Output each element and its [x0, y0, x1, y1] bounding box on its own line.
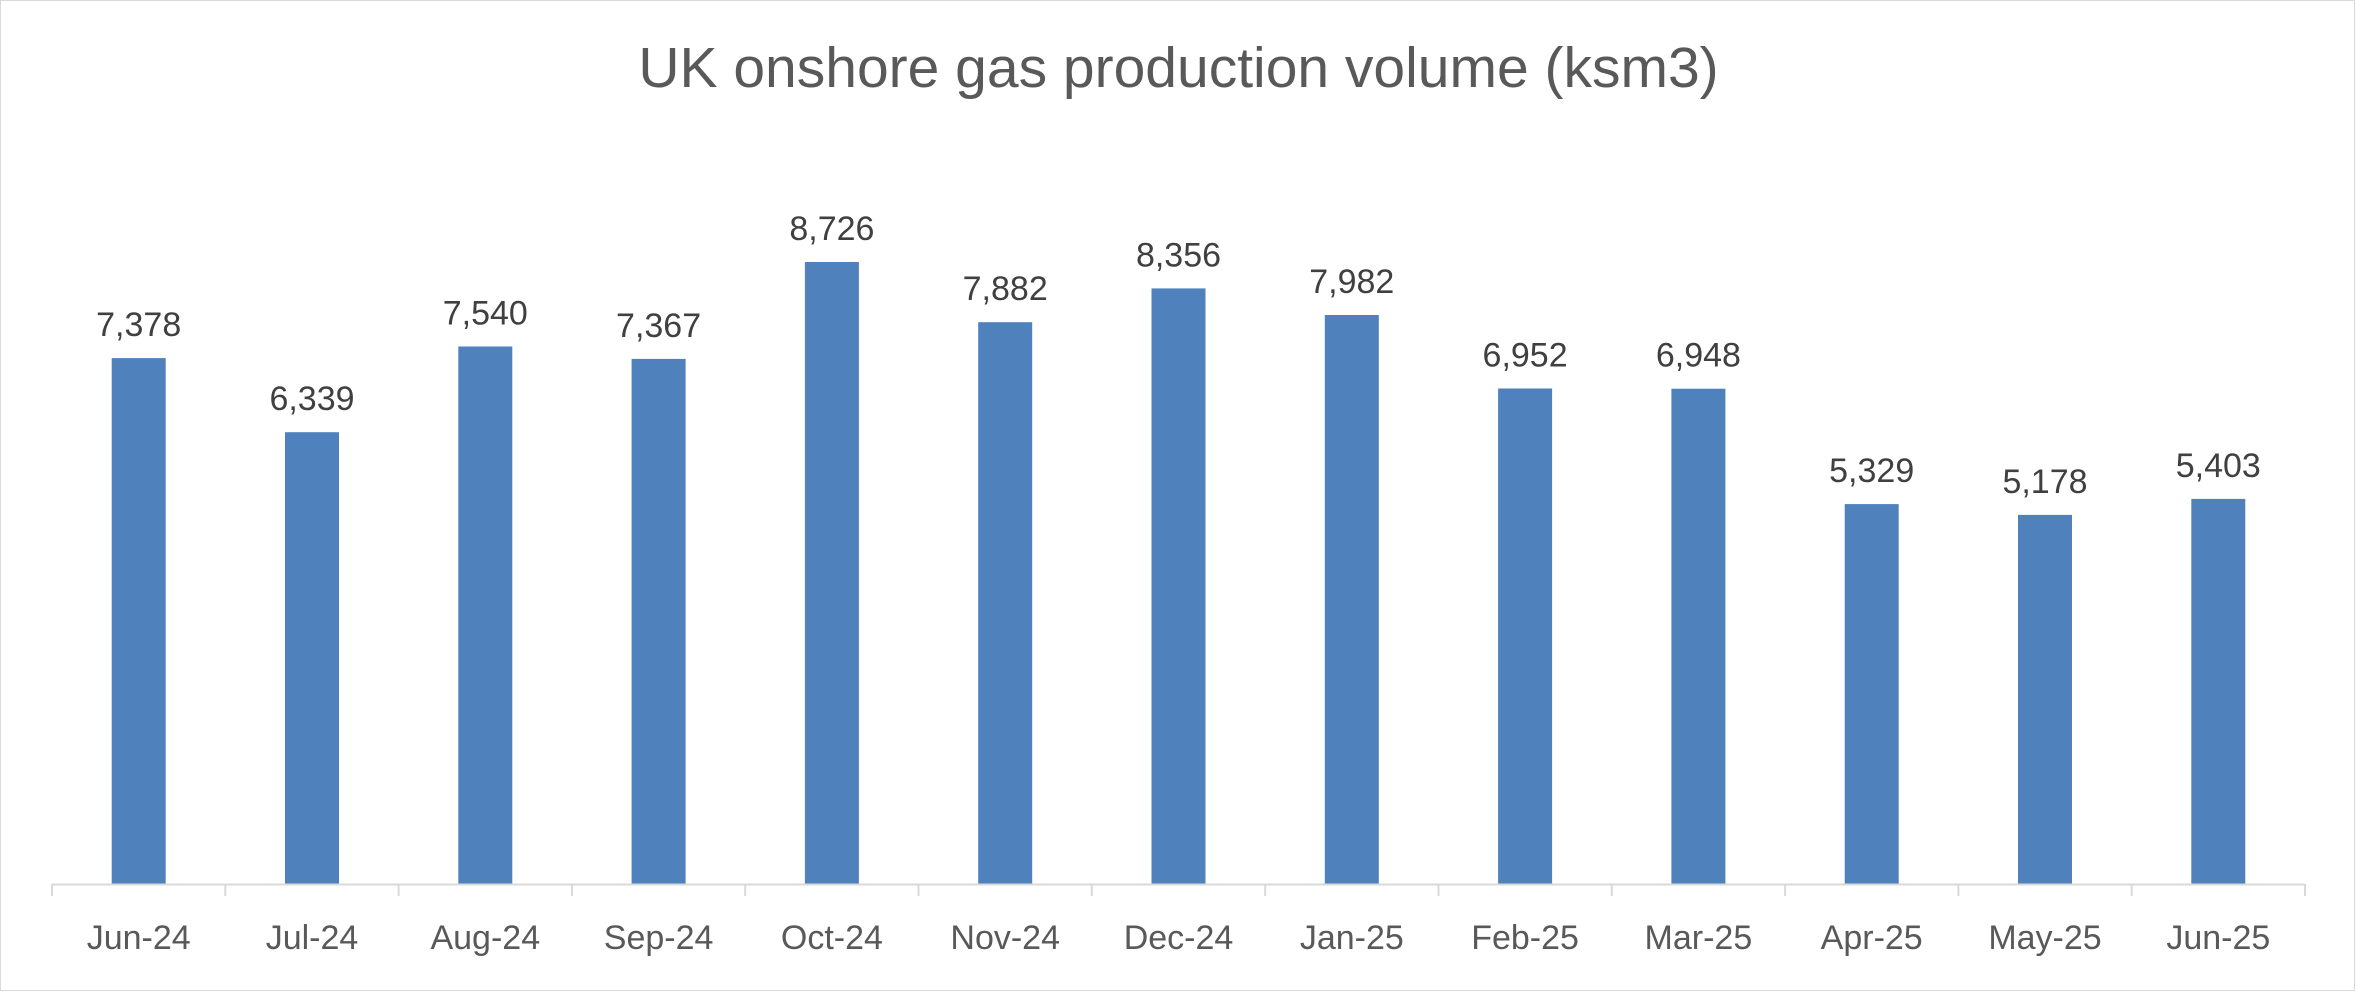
data-label-oct-24: 8,726: [789, 210, 874, 248]
data-label-mar-25: 6,948: [1656, 337, 1741, 375]
bar-jan-25: [1324, 315, 1379, 884]
data-label-jun-25: 5,403: [2176, 447, 2261, 485]
bar-aug-24: [458, 346, 513, 884]
x-tick-label-apr-25: Apr-25: [1821, 919, 1923, 957]
data-label-jun-24: 7,378: [96, 306, 181, 344]
x-tick-label-feb-25: Feb-25: [1471, 919, 1579, 957]
x-tick-label-mar-25: Mar-25: [1645, 919, 1753, 957]
bar-jun-25: [2191, 498, 2246, 884]
data-label-may-25: 5,178: [2002, 463, 2087, 501]
x-tick-label-jun-25: Jun-25: [2166, 919, 2270, 957]
bars-layer: [111, 262, 2246, 885]
x-tick-label-jul-24: Jul-24: [266, 919, 359, 957]
x-tick-label-sep-24: Sep-24: [604, 919, 714, 957]
bar-oct-24: [804, 262, 859, 884]
x-axis: [51, 883, 2306, 896]
bar-sep-24: [631, 358, 686, 884]
data-label-nov-24: 7,882: [963, 270, 1048, 308]
bar-apr-25: [1844, 504, 1899, 884]
chart-title: UK onshore gas production volume (ksm3): [638, 36, 1719, 100]
x-tick-label-dec-24: Dec-24: [1124, 919, 1234, 957]
data-label-feb-25: 6,952: [1483, 337, 1568, 375]
data-label-apr-25: 5,329: [1829, 452, 1914, 490]
x-tick-label-jun-24: Jun-24: [87, 919, 191, 957]
bar-may-25: [2018, 514, 2072, 884]
x-tick-label-may-25: May-25: [1988, 919, 2101, 957]
bar-nov-24: [978, 322, 1033, 884]
data-label-aug-24: 7,540: [443, 295, 528, 333]
x-tick-label-nov-24: Nov-24: [950, 919, 1060, 957]
x-tick-label-jan-25: Jan-25: [1300, 919, 1404, 957]
data-label-jul-24: 6,339: [269, 380, 354, 418]
bar-dec-24: [1151, 288, 1206, 884]
bar-jun-24: [111, 358, 166, 885]
bar-jul-24: [285, 432, 339, 884]
data-label-jan-25: 7,982: [1309, 263, 1394, 301]
bar-feb-25: [1498, 388, 1553, 884]
data-label-sep-24: 7,367: [616, 307, 701, 345]
x-tick-label-aug-24: Aug-24: [430, 919, 540, 957]
data-label-dec-24: 8,356: [1136, 236, 1221, 274]
data-labels: 7,378 6,339 7,540 7,367 8,726 7,882 8,356 7,982…: [96, 210, 2261, 501]
x-tick-labels: Jun-24 Jul-24 Aug-24 Sep-24 Oct-24 Nov-24 Dec-…: [87, 919, 2271, 957]
bar-mar-25: [1671, 388, 1726, 884]
x-tick-label-oct-24: Oct-24: [781, 919, 883, 957]
